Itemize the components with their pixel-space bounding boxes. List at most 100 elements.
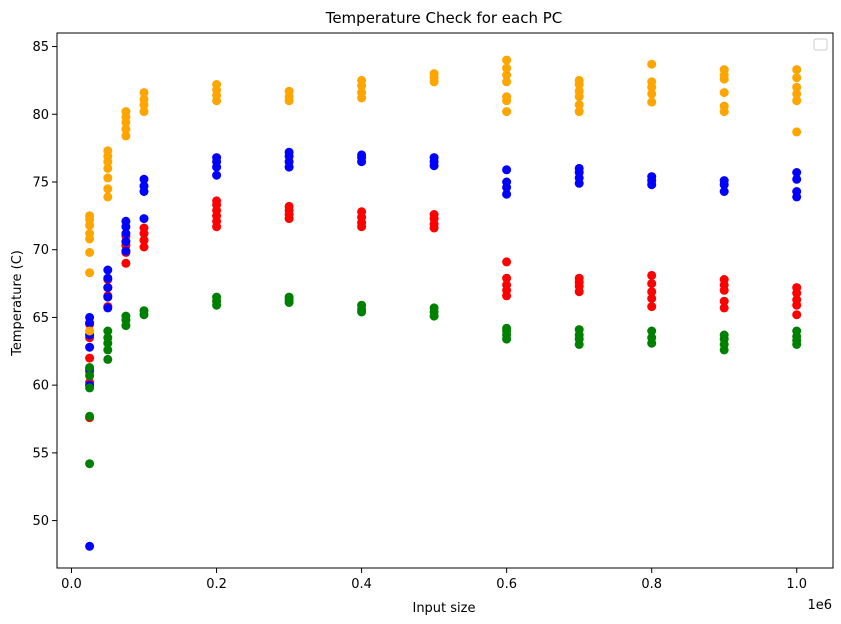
data-point	[139, 107, 149, 117]
data-point	[792, 187, 802, 196]
data-point	[121, 124, 131, 134]
data-point	[574, 107, 584, 117]
data-point	[357, 75, 367, 85]
data-point	[574, 273, 584, 283]
data-point	[719, 330, 729, 340]
data-point	[103, 345, 113, 355]
data-point	[429, 210, 439, 219]
data-point	[85, 312, 95, 322]
data-point	[647, 333, 657, 343]
data-point	[121, 229, 131, 238]
data-point	[139, 223, 149, 233]
data-point	[792, 65, 802, 75]
data-point	[85, 411, 95, 421]
plot-frame	[56, 32, 834, 569]
data-point	[103, 303, 113, 313]
data-point	[647, 326, 657, 336]
data-point	[85, 342, 95, 352]
y-tick-label: 65	[32, 311, 49, 326]
data-point	[103, 184, 113, 194]
data-point	[647, 287, 657, 297]
x-axis-label: Input size	[412, 601, 475, 616]
data-point	[121, 311, 131, 321]
y-tick-label: 55	[32, 446, 49, 461]
data-point	[719, 88, 729, 98]
data-point	[792, 89, 802, 99]
data-point	[121, 107, 131, 117]
data-point	[121, 237, 131, 247]
data-point	[85, 383, 95, 393]
y-tick-label: 85	[32, 40, 49, 55]
legend-box	[813, 38, 828, 51]
data-point	[103, 265, 113, 275]
data-point	[502, 92, 512, 102]
data-point	[85, 326, 95, 336]
data-point	[647, 59, 657, 69]
data-point	[719, 101, 729, 111]
data-point	[85, 268, 95, 278]
data-point	[85, 459, 95, 469]
y-tick-label: 80	[32, 108, 49, 123]
data-point	[502, 177, 512, 187]
data-point	[574, 86, 584, 96]
data-point	[103, 192, 113, 202]
y-tick-label: 50	[32, 514, 49, 529]
data-point	[103, 354, 113, 364]
data-point	[85, 363, 95, 372]
data-point	[647, 279, 657, 289]
data-point	[792, 326, 802, 336]
plot-area	[85, 55, 802, 551]
data-point	[429, 303, 439, 313]
data-point	[284, 201, 294, 211]
data-point	[103, 173, 113, 183]
data-point	[792, 283, 802, 293]
data-point	[502, 273, 512, 283]
data-point	[792, 82, 802, 92]
data-point	[719, 176, 729, 186]
y-tick-label: 70	[32, 243, 49, 258]
y-axis-label: Temperature (C)	[10, 250, 25, 357]
data-point	[792, 168, 802, 177]
chart-title: Temperature Check for each PC	[325, 9, 563, 27]
data-point	[284, 86, 294, 96]
data-point	[719, 303, 729, 313]
data-point	[85, 371, 95, 381]
x-tick-label: 0.2	[206, 577, 227, 592]
data-point	[792, 127, 802, 137]
data-point	[357, 207, 367, 217]
data-point	[103, 273, 113, 283]
data-point	[85, 229, 95, 238]
y-axis: 50 55 60 65 70 75 80 85	[32, 40, 57, 529]
data-point	[357, 150, 367, 160]
data-point	[139, 214, 149, 224]
data-point	[574, 163, 584, 173]
data-point	[212, 292, 222, 302]
x-tick-label: 0.4	[351, 577, 372, 592]
data-point	[284, 147, 294, 157]
data-point	[792, 295, 802, 305]
data-point	[121, 216, 131, 226]
data-point	[647, 97, 657, 107]
data-point	[429, 69, 439, 79]
y-tick-label: 60	[32, 379, 49, 394]
data-point	[212, 196, 222, 206]
x-tick-label: 0.0	[61, 577, 82, 592]
data-point	[502, 107, 512, 117]
data-point	[647, 270, 657, 280]
data-point	[85, 541, 95, 551]
data-point	[103, 326, 113, 336]
data-point	[139, 174, 149, 184]
data-point	[139, 181, 149, 191]
data-point	[85, 247, 95, 257]
data-point	[719, 296, 729, 306]
x-axis-offset-label: 1e6	[807, 598, 832, 613]
data-point	[139, 242, 149, 252]
data-point	[502, 55, 512, 65]
x-tick-label: 1.0	[786, 577, 807, 592]
data-point	[502, 77, 512, 87]
data-point	[139, 306, 149, 316]
data-point	[502, 189, 512, 199]
data-point	[502, 257, 512, 267]
data-point	[103, 146, 113, 156]
